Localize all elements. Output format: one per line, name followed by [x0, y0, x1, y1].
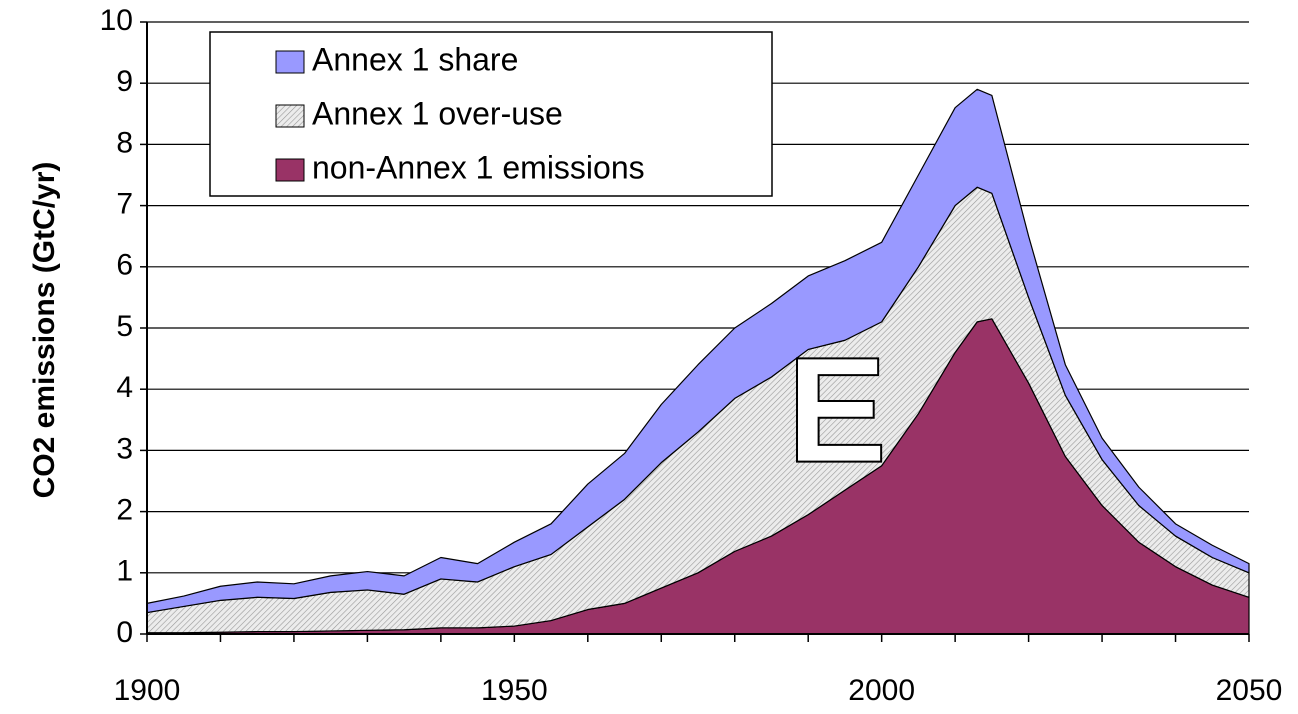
y-tick-label: 7 [116, 188, 133, 221]
x-tick-label: 1900 [114, 674, 181, 707]
legend-label: Annex 1 share [312, 41, 518, 77]
y-tick-label: 1 [116, 555, 133, 588]
y-tick-label: 2 [116, 494, 133, 527]
legend-swatch [275, 104, 305, 128]
y-axis-label: CO2 emissions (GtC/yr) [28, 162, 61, 499]
y-tick-label: 9 [116, 65, 133, 98]
area [146, 88, 1250, 614]
y-tick-label: 4 [116, 371, 133, 404]
x-tick-label: 2050 [1216, 674, 1283, 707]
legend-swatch [275, 158, 305, 182]
y-tick-label: 6 [116, 249, 133, 282]
y-tick-label: 5 [116, 310, 133, 343]
legend-label: non-Annex 1 emissions [312, 149, 645, 185]
annotation: E [787, 326, 887, 494]
y-tick-label: 8 [116, 126, 133, 159]
y-tick-label: 0 [116, 616, 133, 649]
x-tick-label: 1950 [481, 674, 548, 707]
legend-label: Annex 1 over-use [312, 95, 563, 131]
y-tick-label: 3 [116, 432, 133, 465]
x-tick-label: 2000 [848, 674, 915, 707]
legend-swatch [275, 50, 305, 74]
y-tick-label: 10 [100, 4, 133, 37]
